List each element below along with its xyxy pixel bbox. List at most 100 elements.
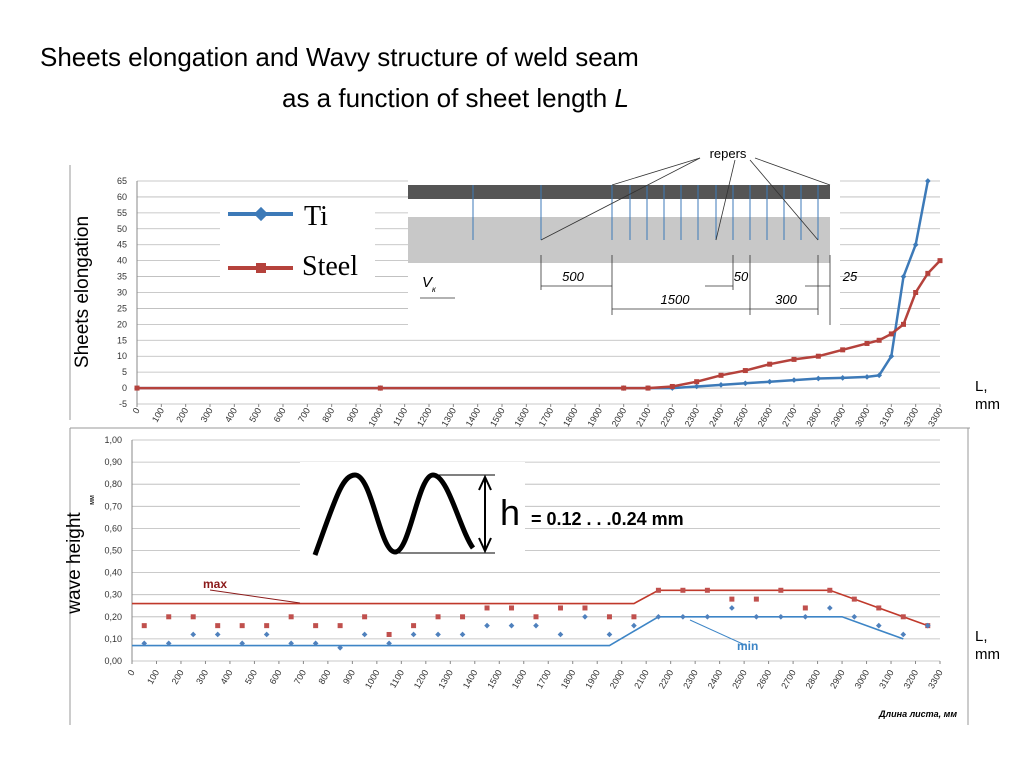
velocity-label: Vк [422, 274, 437, 294]
dimension-label: 500 [562, 269, 584, 284]
marker [729, 605, 735, 611]
marker [190, 631, 197, 638]
marker [778, 587, 784, 593]
dimension-label: 25 [842, 269, 858, 284]
marker [484, 622, 490, 629]
x-tick-label: 2600 [756, 406, 775, 428]
marker [864, 340, 870, 346]
marker [606, 614, 612, 620]
marker [901, 321, 906, 327]
x-tick-label: 600 [267, 668, 283, 686]
x-tick-label: 1500 [488, 406, 507, 428]
x-tick-label: 1700 [534, 668, 553, 690]
marker [680, 587, 686, 593]
marker [165, 640, 172, 647]
x-tick-label: 1400 [464, 406, 483, 428]
y-tick-label: 0,20 [104, 612, 122, 622]
x-tick-label: 1600 [512, 406, 531, 428]
title-line-1: Sheets elongation and Wavy structure of … [40, 42, 639, 72]
marker [263, 631, 270, 638]
x-tick-label: 3300 [926, 668, 945, 690]
x-tick-label: 1500 [485, 668, 504, 690]
x-tick-label: 400 [223, 406, 239, 424]
marker [802, 613, 809, 620]
velocity-symbol: V [422, 274, 434, 291]
marker [669, 383, 675, 389]
y-tick-label: -5 [119, 399, 127, 409]
marker [631, 614, 637, 620]
legend-label: Steel [302, 251, 358, 282]
y-tick-label: 55 [117, 208, 127, 218]
marker [900, 614, 906, 620]
title-line-2: as a function of sheet length L [282, 83, 629, 113]
marker [851, 596, 857, 602]
marker [459, 631, 466, 638]
title-text: as a function of sheet length [282, 83, 607, 113]
x-tick-label: 200 [170, 668, 186, 686]
x-tick-label: 3000 [853, 406, 872, 428]
x-tick-label: 3000 [853, 668, 872, 690]
leader-lines [420, 157, 831, 325]
axis-note: L, mm [975, 378, 1000, 413]
title-variable: L [614, 83, 628, 113]
marker [582, 605, 588, 611]
y-tick-label: 0 [122, 383, 127, 393]
marker [704, 587, 710, 593]
y-tick-label: 1,00 [104, 435, 122, 445]
marker [791, 377, 797, 383]
x-tick-label: 1800 [559, 668, 578, 690]
x-tick-label: 2300 [681, 668, 700, 690]
x-tick-label: 1200 [415, 406, 434, 428]
marker [742, 380, 749, 387]
dimension-label: 50 [734, 269, 749, 284]
x-tick-label: 1800 [561, 406, 580, 428]
x-tick-label: 1900 [583, 668, 602, 690]
x-tick-label: 200 [174, 406, 190, 424]
callout-label: repers [710, 146, 747, 161]
marker [655, 613, 662, 620]
x-tick-label: 3100 [877, 406, 896, 428]
y-tick-label: 0,80 [104, 479, 122, 489]
x-tick-label: 2400 [706, 668, 725, 690]
x-tick-label: 500 [243, 668, 259, 686]
velocity-subscript: к [432, 285, 437, 294]
x-tick-label: 3200 [902, 668, 921, 690]
wave-curve [312, 472, 476, 556]
x-tick-label: 2200 [658, 406, 677, 428]
marker [753, 613, 760, 620]
y-tick-label: 30 [117, 288, 127, 298]
marker [718, 372, 724, 378]
x-tick-label: 0 [126, 668, 137, 677]
marker [826, 605, 833, 611]
marker [190, 614, 196, 620]
inset-diagram: repers 500 50 1500 300 25 Vк [408, 146, 858, 330]
marker [557, 631, 564, 638]
marker [141, 623, 147, 629]
x-tick-label: 2900 [828, 668, 847, 690]
marker [876, 605, 882, 611]
marker [533, 614, 539, 620]
marker [888, 353, 895, 360]
marker [815, 375, 822, 382]
x-tick-label: 1200 [412, 668, 431, 690]
marker [729, 596, 735, 602]
x-tick-label: 800 [316, 668, 332, 686]
y-tick-label: 35 [117, 272, 127, 282]
annotation-leader [689, 619, 746, 646]
marker [925, 178, 931, 184]
marker [924, 622, 931, 629]
sheet-bottom [408, 217, 830, 263]
marker [460, 614, 466, 620]
x-tick-label: 1100 [388, 668, 406, 690]
x-tick-label: 2900 [829, 406, 848, 428]
marker [435, 631, 441, 638]
x-tick-label: 2000 [610, 406, 629, 428]
dimension-label: 1500 [661, 292, 691, 307]
x-tick-label: 2300 [683, 406, 702, 428]
marker [742, 368, 748, 374]
annotation-leader [209, 589, 301, 604]
x-tick-label: 700 [292, 668, 308, 686]
marker [840, 347, 846, 353]
y-tick-label: 0,50 [104, 546, 122, 556]
